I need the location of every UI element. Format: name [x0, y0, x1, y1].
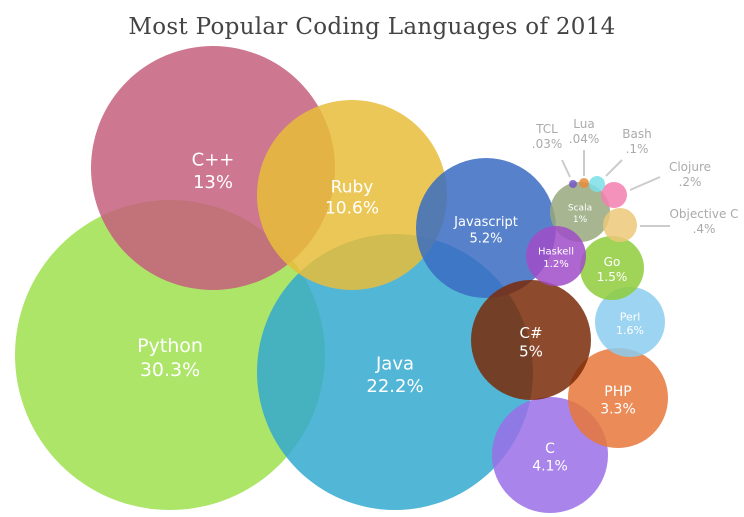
- bubble-csharp: [471, 280, 591, 400]
- bubble-value-clojure: .2%: [679, 175, 702, 189]
- bubble-value-java: 22.2%: [366, 376, 423, 397]
- bubble-value-lua: .04%: [569, 132, 600, 146]
- bubble-name-python: Python: [137, 335, 203, 357]
- leader-line-bash: [605, 159, 623, 177]
- bubble-objective-c: [603, 208, 637, 242]
- bubble-name-php: PHP: [604, 384, 631, 400]
- bubble-perl: [595, 287, 665, 357]
- chart-title: Most Popular Coding Languages of 2014: [128, 14, 616, 40]
- leader-line-tcl: [561, 159, 571, 178]
- bubble-haskell: [526, 226, 586, 286]
- bubble-javascript: [416, 158, 556, 298]
- bubble-name-objective-c: Objective C: [669, 207, 738, 221]
- bubble-php: [568, 348, 668, 448]
- bubble-value-perl: 1.6%: [616, 324, 644, 337]
- bubble-value-python: 30.3%: [140, 359, 200, 381]
- bubble-name-javascript: Javascript: [453, 215, 518, 230]
- bubble-lua: [579, 178, 589, 188]
- bubble-name-perl: Perl: [620, 310, 641, 323]
- bubble-name-clojure: Clojure: [669, 160, 711, 174]
- bubble-value-csharp: 5%: [519, 343, 543, 361]
- bubble-value-tcl: .03%: [532, 137, 563, 151]
- bubble-name-haskell: Haskell: [538, 247, 574, 258]
- bubble-tcl: [569, 180, 577, 188]
- bubble-value-javascript: 5.2%: [469, 231, 502, 246]
- bubble-name-c: C: [545, 441, 555, 457]
- bubble-java: [257, 234, 533, 510]
- bubble-name-ruby: Ruby: [331, 177, 374, 197]
- leader-line-clojure: [629, 176, 661, 191]
- bubble-name-tcl: TCL: [535, 122, 558, 136]
- bubble-name-go: Go: [604, 255, 621, 269]
- bubble-name-csharp: C#: [519, 324, 542, 342]
- bubble-name-lua: Lua: [573, 117, 594, 131]
- bubble-value-bash: .1%: [626, 142, 649, 156]
- bubble-name-cpp: C++: [192, 149, 235, 170]
- bubble-value-scala: 1%: [573, 215, 588, 225]
- bubble-value-ruby: 10.6%: [325, 199, 379, 219]
- bubble-bash: [589, 176, 605, 192]
- bubble-scala: [550, 182, 610, 242]
- bubble-value-go: 1.5%: [597, 270, 628, 284]
- bubble-clojure: [601, 182, 627, 208]
- bubble-ruby: [257, 100, 447, 290]
- bubble-name-scala: Scala: [568, 204, 592, 214]
- bubble-name-java: Java: [375, 353, 414, 374]
- bubble-value-objective-c: .4%: [693, 222, 716, 236]
- bubble-value-php: 3.3%: [600, 401, 636, 417]
- bubble-name-bash: Bash: [622, 127, 651, 141]
- bubble-go: [580, 236, 644, 300]
- bubble-value-c: 4.1%: [532, 458, 568, 474]
- bubble-value-haskell: 1.2%: [543, 259, 568, 270]
- bubble-value-cpp: 13%: [193, 172, 233, 193]
